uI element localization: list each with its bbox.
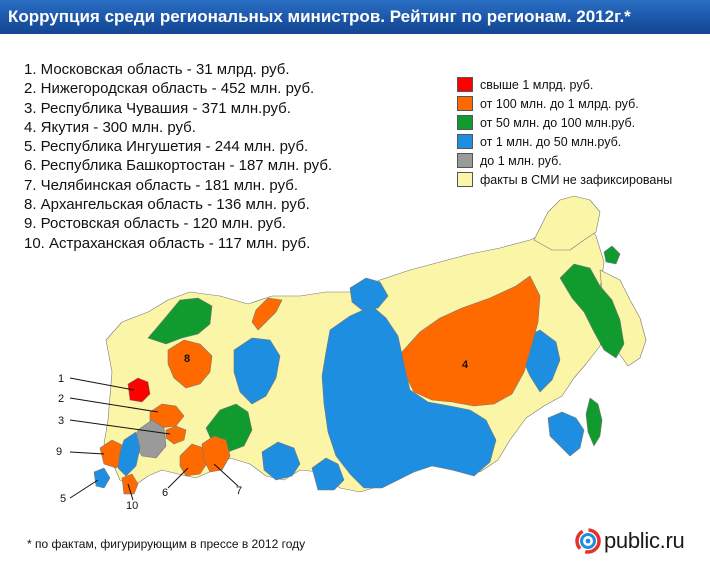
ranking-item: 10. Астраханская область - 117 млн. руб. xyxy=(24,234,311,252)
region-arkhangelsk xyxy=(167,339,213,389)
region-kamchatka-krai xyxy=(559,263,625,359)
callout-7: 7 xyxy=(236,485,242,497)
legend-item: от 100 млн. до 1 млрд. руб. xyxy=(457,94,697,113)
legend-label: факты в СМИ не зафиксированы xyxy=(480,172,673,187)
region-bashkortostan xyxy=(179,443,209,477)
region-arctic-green xyxy=(603,245,621,265)
callout-3: 3 xyxy=(58,415,64,427)
region-ingushetia xyxy=(93,467,111,489)
legend-swatch xyxy=(457,134,473,149)
region-murmansk xyxy=(147,297,213,345)
page-title: Коррупция среди региональных министров. … xyxy=(0,0,710,34)
legend-swatch xyxy=(457,172,473,187)
ranking-item: 1. Московская область - 31 млрд. руб. xyxy=(24,61,290,78)
legend-label: от 50 млн. до 100 млн.руб. xyxy=(480,115,636,130)
map-label-arkhangelsk: 8 xyxy=(184,353,190,365)
map-label-yakutia: 4 xyxy=(462,359,469,371)
callout-6: 6 xyxy=(162,487,168,499)
ranking-item: 7. Челябинская область - 181 млн. руб. xyxy=(24,176,299,194)
footnote: * по фактам, фигурирующим в прессе в 201… xyxy=(27,537,306,551)
legend-label: от 1 млн. до 50 млн.руб. xyxy=(480,134,622,149)
region-taimyr-islands xyxy=(349,277,389,311)
legend-item: факты в СМИ не зафиксированы xyxy=(457,170,697,189)
brand-name: public.ru xyxy=(604,528,685,553)
callout-5: 5 xyxy=(60,493,66,505)
region-central-blue xyxy=(117,431,141,477)
region-yamal xyxy=(233,337,281,405)
legend-swatch xyxy=(457,96,473,111)
ranking-item: 2. Нижегородская область - 452 млн. руб. xyxy=(24,80,315,98)
legend-item: от 1 млн. до 50 млн.руб. xyxy=(457,132,697,151)
region-chukotka xyxy=(533,195,601,251)
region-novaya-zemlya xyxy=(251,297,283,331)
region-chelyabinsk xyxy=(201,435,231,473)
legend-item: до 1 млн. руб. xyxy=(457,151,697,170)
ranking-item: 4. Якутия - 300 млн. руб. xyxy=(24,118,196,136)
legend-item: от 50 млн. до 100 млн.руб. xyxy=(457,113,697,132)
ranking-item: 8. Архангельская область - 136 млн. руб. xyxy=(24,196,310,214)
callout-2: 2 xyxy=(58,393,64,405)
ranking-list: 1. Московская область - 31 млрд. руб. 2.… xyxy=(24,60,384,253)
region-sakhalin xyxy=(585,397,603,447)
legend-label: свыше 1 млрд. руб. xyxy=(480,77,594,92)
legend-label: до 1 млн. руб. xyxy=(480,153,562,168)
ranking-item: 3. Республика Чувашия - 371 млн.руб. xyxy=(24,99,291,117)
legend-label: от 100 млн. до 1 млрд. руб. xyxy=(480,96,639,111)
ranking-item: 5. Республика Ингушетия - 244 млн. руб. xyxy=(24,138,309,156)
ranking-item: 9. Ростовская область - 120 млн. руб. xyxy=(24,215,287,233)
region-yakutia xyxy=(401,275,541,407)
callout-1: 1 xyxy=(58,373,64,385)
callout-10: 10 xyxy=(126,500,138,512)
callout-9: 9 xyxy=(56,446,62,458)
legend-item: свыше 1 млрд. руб. xyxy=(457,75,697,94)
legend-swatch xyxy=(457,77,473,92)
region-south-siberia xyxy=(261,441,301,481)
map-legend: свыше 1 млрд. руб. от 100 млн. до 1 млрд… xyxy=(457,75,697,189)
public-ru-logo-icon xyxy=(575,528,601,554)
region-astrakhan xyxy=(121,473,139,495)
region-siberia-east xyxy=(321,305,497,489)
ranking-item: 6. Республика Башкортостан - 187 млн. ру… xyxy=(24,157,333,175)
region-chuvashia xyxy=(165,425,187,445)
legend-swatch xyxy=(457,115,473,130)
region-altai xyxy=(311,457,345,491)
russia-map: 8 4 1 2 3 9 5 10 6 7 xyxy=(56,195,647,512)
region-moscow xyxy=(127,377,151,403)
region-amur xyxy=(547,411,585,457)
legend-swatch xyxy=(457,153,473,168)
brand-logo: public.ru xyxy=(575,526,685,556)
